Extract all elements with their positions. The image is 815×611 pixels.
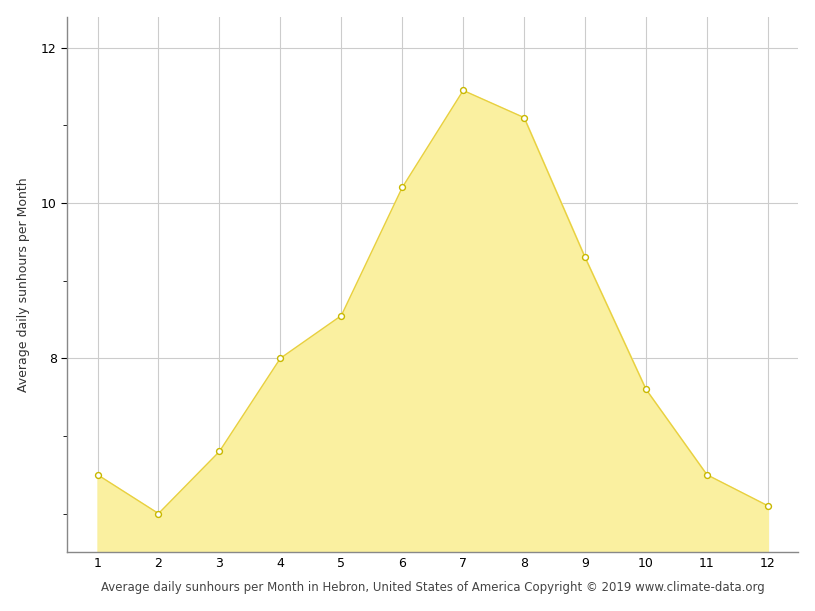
Point	[761, 501, 774, 511]
Point	[456, 86, 469, 95]
Point	[700, 470, 713, 480]
Point	[335, 310, 348, 320]
Point	[274, 353, 287, 363]
X-axis label: Average daily sunhours per Month in Hebron, United States of America Copyright ©: Average daily sunhours per Month in Hebr…	[101, 581, 764, 595]
Point	[579, 252, 592, 262]
Point	[152, 508, 165, 518]
Point	[213, 447, 226, 456]
Point	[396, 183, 409, 192]
Point	[91, 470, 104, 480]
Y-axis label: Average daily sunhours per Month: Average daily sunhours per Month	[16, 177, 29, 392]
Point	[518, 112, 531, 122]
Point	[640, 384, 653, 394]
